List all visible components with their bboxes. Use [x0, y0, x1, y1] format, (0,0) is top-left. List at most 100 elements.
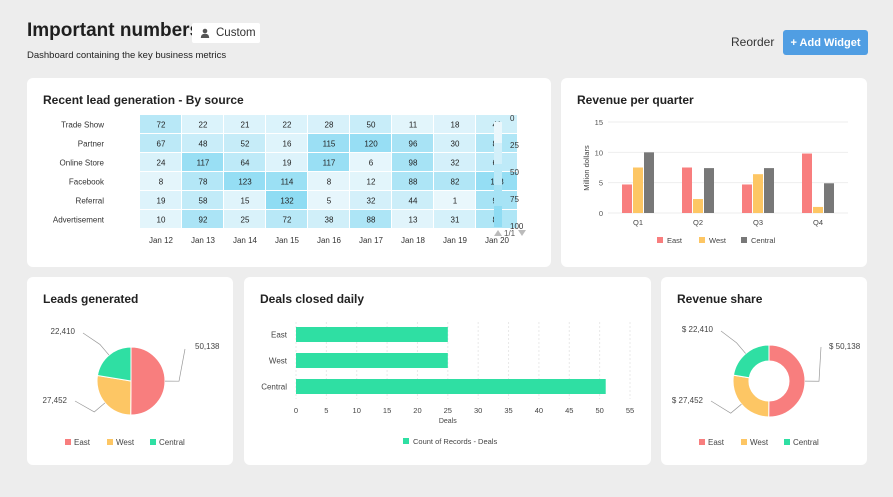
bar-central [296, 379, 606, 394]
slice-east [768, 344, 806, 418]
slice-central [96, 346, 132, 382]
heatmap-cell [308, 153, 349, 171]
heatmap-row-label-online-store: Online Store [60, 159, 105, 168]
legend-label-west: West [116, 438, 135, 447]
leads-generated-card: Leads generated 50,138 27,452 22,410 East We… [27, 277, 233, 465]
heatmap-cell [392, 172, 433, 190]
heatmap-cell-value: 6 [369, 159, 374, 168]
heatmap-cell-value: 19 [157, 197, 166, 206]
heatmap-col-label-jan-20: Jan 20 [485, 236, 510, 245]
bar-west-q4 [813, 206, 823, 213]
heatmap-row-label-partner: Partner [78, 140, 105, 149]
heatmap-cell [392, 115, 433, 133]
custom-badge[interactable]: Custom [192, 23, 260, 43]
leads-generated-title: Leads generated [43, 292, 139, 306]
heatmap-cell-value: 25 [241, 216, 250, 225]
x-tick-label: 20 [413, 406, 421, 415]
heatmap-cell-value: 96 [409, 140, 418, 149]
x-tick-label: Q2 [693, 218, 703, 227]
legend-label-central: Central [793, 438, 819, 447]
heatmap-cell [224, 134, 265, 152]
heatmap-cell-value: 132 [280, 197, 294, 206]
bar-west-q1 [633, 167, 643, 213]
heatmap-cell [140, 191, 181, 209]
x-tick-label: 30 [474, 406, 482, 415]
page-down-icon [518, 230, 526, 236]
slice-west [732, 374, 770, 418]
heatmap-cell [224, 210, 265, 228]
heatmap-cell-value: 52 [241, 140, 250, 149]
heatmap-scale-step [494, 185, 502, 206]
heatmap-scale-step [494, 206, 502, 227]
leader-line [164, 348, 186, 382]
heatmap-cell-value: 16 [283, 140, 292, 149]
heatmap-cell [392, 191, 433, 209]
lead-generation-title: Recent lead generation - By source [43, 93, 244, 107]
heatmap-cell-value: 19 [283, 159, 292, 168]
heatmap-cell [350, 153, 391, 171]
heatmap-cell-value: 1 [453, 197, 458, 206]
legend-swatch-west [741, 439, 747, 445]
legend-label-deals: Count of Records - Deals [413, 437, 497, 446]
legend-label-central: Central [751, 236, 776, 245]
slice-label-east: 50,138 [195, 342, 220, 351]
heatmap-cell-value: 115 [323, 140, 336, 149]
bar-east-q2 [682, 167, 692, 213]
heatmap-cell-value: 18 [451, 121, 460, 130]
legend-swatch-east [65, 439, 71, 445]
heatmap-cell-value: 88 [367, 216, 376, 225]
y-tick-label-central: Central [261, 383, 287, 392]
heatmap-row-label-referral: Referral [76, 197, 105, 206]
heatmap-cell-value: 11 [409, 121, 418, 130]
user-icon [200, 28, 210, 38]
leader-line [82, 332, 110, 356]
heatmap-scale-label: 25 [510, 141, 519, 150]
x-tick-label: 0 [294, 406, 298, 415]
custom-badge-label: Custom [216, 27, 256, 39]
heatmap-cell [434, 153, 475, 171]
x-tick-label: 25 [444, 406, 452, 415]
y-tick-label: 5 [599, 179, 603, 188]
heatmap-cell-value: 67 [157, 140, 166, 149]
heatmap-col-label-jan-15: Jan 15 [275, 236, 300, 245]
lead-generation-card: Recent lead generation - By source Trade… [27, 78, 551, 267]
heatmap-cell [140, 134, 181, 152]
bar-east [296, 327, 448, 342]
heatmap-cell-value: 32 [451, 159, 460, 168]
slice-label-central: 22,410 [51, 327, 76, 336]
x-tick-label: 5 [324, 406, 328, 415]
deals-closed-chart: 0 5 10 15 20 25 30 35 40 45 50 55 Deals East West Centr… [261, 322, 634, 446]
legend-swatch-west [699, 237, 705, 243]
heatmap-col-label-jan-18: Jan 18 [401, 236, 426, 245]
y-tick-label: 15 [595, 118, 603, 127]
heatmap-cell-value: 98 [409, 159, 418, 168]
legend-swatch-east [657, 237, 663, 243]
legend-swatch-west [107, 439, 113, 445]
page-title: Important numbers [27, 20, 201, 41]
reorder-button[interactable]: Reorder [731, 35, 775, 49]
heatmap-cell [308, 172, 349, 190]
heatmap-cell-value: 114 [281, 178, 294, 187]
heatmap-col-label-jan-13: Jan 13 [191, 236, 216, 245]
deals-closed-card: Deals closed daily 0 5 10 15 20 25 30 35 40 45 50 5… [244, 277, 651, 465]
heatmap-cell [266, 153, 307, 171]
add-widget-button[interactable]: + Add Widget [783, 30, 868, 55]
heatmap-cell [182, 134, 223, 152]
x-tick-label: 15 [383, 406, 391, 415]
heatmap-cell [140, 153, 181, 171]
heatmap-cell-value: 82 [451, 178, 460, 187]
legend-label-west: West [750, 438, 769, 447]
heatmap-cell [224, 172, 265, 190]
heatmap-cell-value: 92 [199, 216, 208, 225]
heatmap-cell-value: 117 [323, 159, 336, 168]
leader-line [720, 330, 746, 354]
heatmap-cell-value: 58 [199, 197, 208, 206]
heatmap-cell [434, 172, 475, 190]
heatmap-scale-step [494, 122, 502, 143]
slice-label-west: $ 27,452 [672, 396, 704, 405]
heatmap-cell [434, 115, 475, 133]
heatmap-cell [182, 115, 223, 133]
bar-central-q2 [704, 168, 714, 213]
heatmap-scale-label: 50 [510, 168, 519, 177]
heatmap-cell [434, 134, 475, 152]
